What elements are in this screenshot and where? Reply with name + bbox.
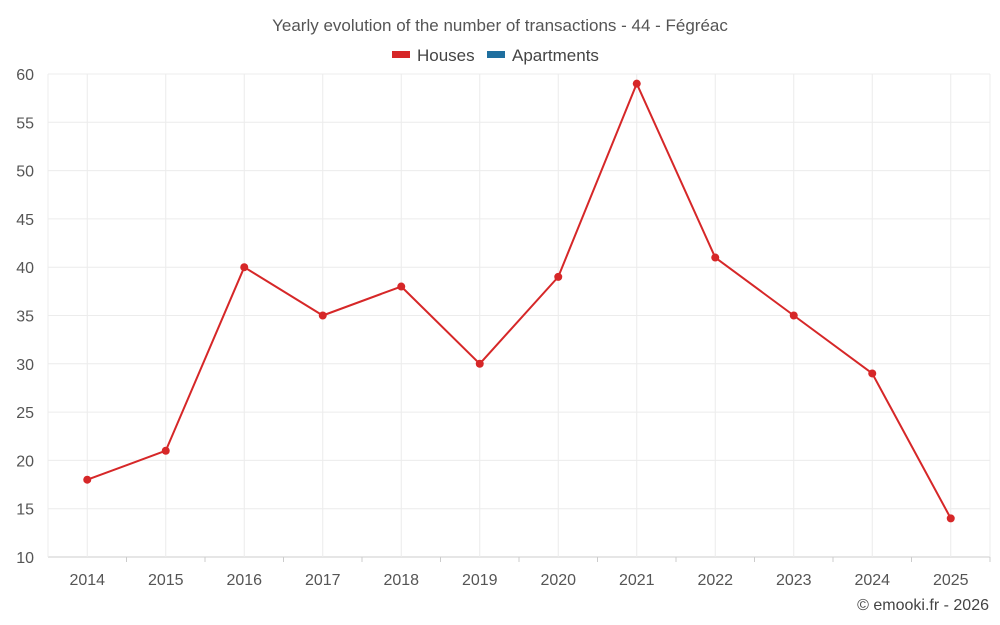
legend: Houses Apartments [392,46,599,65]
x-tick-label: 2025 [933,572,969,589]
data-point[interactable] [161,446,170,455]
x-tick-label: 2022 [697,572,733,589]
x-tick-label: 2015 [148,572,184,589]
x-tick-label: 2021 [619,572,655,589]
y-tick-label: 55 [16,115,34,132]
legend-label-houses: Houses [417,46,475,65]
x-tick-label: 2019 [462,572,498,589]
data-point[interactable] [868,369,877,378]
legend-item-houses[interactable]: Houses [392,46,475,65]
y-axis: 10 15 20 25 30 35 40 45 50 55 60 [16,67,34,567]
y-tick-label: 60 [16,67,34,84]
y-tick-label: 30 [16,357,34,374]
x-tick-label: 2017 [305,572,341,589]
x-tick-label: 2016 [226,572,262,589]
series-houses [83,79,955,523]
y-tick-label: 20 [16,453,34,470]
data-point[interactable] [397,282,406,291]
legend-label-apartments: Apartments [512,46,599,65]
legend-swatch-apartments [487,51,505,58]
x-axis: 2014 2015 2016 2017 2018 2019 2020 2021 2022 2023… [69,557,991,589]
data-point[interactable] [632,79,641,88]
y-tick-label: 10 [16,550,34,567]
data-point[interactable] [240,263,249,272]
grid [47,73,991,558]
data-point[interactable] [475,359,484,368]
data-point[interactable] [83,475,92,484]
legend-item-apartments[interactable]: Apartments [487,46,599,65]
data-point[interactable] [318,311,327,320]
y-tick-label: 35 [16,309,34,326]
data-point[interactable] [946,514,955,523]
y-tick-label: 50 [16,164,34,181]
x-tick-label: 2014 [69,572,105,589]
legend-swatch-houses [392,51,410,58]
y-tick-label: 25 [16,405,34,422]
chart-title: Yearly evolution of the number of transa… [272,16,728,35]
x-tick-label: 2023 [776,572,812,589]
series-line-houses [86,82,952,519]
x-tick-label: 2024 [854,572,890,589]
y-tick-label: 45 [16,212,34,229]
y-tick-label: 40 [16,260,34,277]
data-point[interactable] [554,272,563,281]
x-tick-label: 2020 [540,572,576,589]
data-point[interactable] [789,311,798,320]
y-tick-label: 15 [16,502,34,519]
data-point[interactable] [711,253,720,262]
credit-text: © emooki.fr - 2026 [857,597,989,614]
x-tick-label: 2018 [383,572,419,589]
